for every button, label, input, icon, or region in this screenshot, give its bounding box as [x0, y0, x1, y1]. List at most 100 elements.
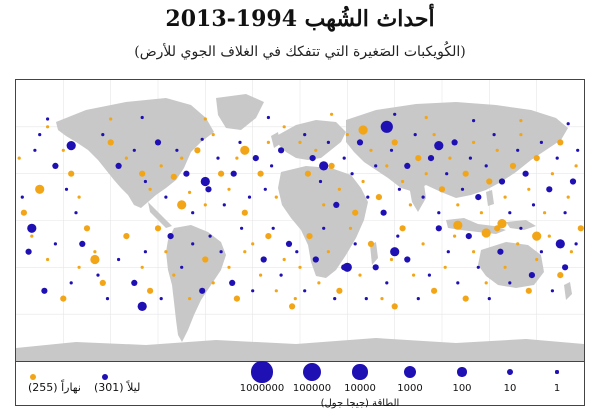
night-event-dot [404, 162, 411, 169]
night-event-dot [451, 139, 458, 146]
energy-scale-label: 1000000 [239, 383, 285, 394]
energy-axis-label: الطاقة (جيجا جول) [320, 398, 400, 409]
day-event-dot [147, 287, 154, 294]
night-event-dot [219, 250, 223, 254]
night-event-dot [374, 164, 378, 168]
night-event-dot [319, 161, 329, 171]
day-event-dot [282, 125, 286, 129]
night-event-dot [252, 155, 259, 162]
night-event-dot [69, 281, 73, 285]
day-event-dot [424, 115, 428, 120]
day-event-dot [322, 203, 326, 207]
night-event-dot [309, 155, 316, 162]
night-event-dot [191, 211, 195, 215]
day-event-dot [257, 170, 264, 177]
day-event-dot [566, 195, 570, 199]
day-event-dot [326, 250, 330, 254]
night-event-dot [396, 234, 400, 238]
night-event-dot [27, 223, 37, 233]
day-event-dot [172, 273, 176, 277]
day-event-dot [412, 273, 416, 277]
night-event-dot [137, 301, 147, 311]
day-event-dot [503, 265, 507, 269]
night-event-dot [271, 226, 275, 230]
night-event-dot [421, 195, 425, 199]
continent-south-america [166, 225, 226, 342]
day-event-dot [519, 133, 523, 137]
night-event-dot [574, 242, 578, 246]
day-event-dot [486, 178, 493, 185]
night-event-dot [266, 115, 270, 120]
energy-scale-dot [302, 362, 322, 382]
night-event-dot [555, 156, 559, 160]
day-event-dot [421, 242, 425, 246]
day-event-dot [533, 155, 540, 162]
night-event-dot [516, 148, 520, 152]
night-event-dot [295, 250, 299, 254]
day-event-dot [352, 209, 359, 216]
night-event-dot [484, 164, 488, 168]
night-event-dot [539, 140, 544, 144]
night-event-dot [528, 272, 536, 279]
day-event-dot [358, 273, 362, 277]
night-event-dot [437, 211, 441, 215]
night-event-dot [380, 120, 393, 133]
day-event-dot [109, 117, 113, 121]
continents [16, 94, 584, 361]
day-event-dot [519, 119, 523, 123]
day-event-dot [203, 117, 207, 121]
night-event-dot [132, 148, 136, 152]
day-event-dot [251, 242, 255, 246]
day-event-dot [527, 187, 531, 191]
night-event-dot [200, 176, 210, 187]
night-event-dot [263, 187, 267, 191]
continent-central-america [148, 202, 172, 228]
continent-uk [271, 132, 280, 148]
night-event-dot [475, 194, 482, 201]
energy-scale-label: 1 [553, 383, 561, 394]
night-event-dot [356, 139, 364, 146]
day-event-dot [148, 187, 152, 191]
night-event-dot [333, 201, 340, 208]
day-event-dot [107, 139, 114, 146]
night-event-dot [175, 148, 179, 152]
day-event-dot [140, 265, 144, 269]
day-event-dot [77, 265, 81, 269]
night-event-dot [247, 195, 252, 199]
night-event-dot [397, 187, 401, 191]
night-event-dot [445, 172, 449, 176]
day-event-dot [20, 209, 27, 216]
night-event-dot [562, 264, 569, 271]
night-event-dot [576, 148, 580, 152]
day-event-dot [154, 225, 162, 232]
day-event-dot [83, 225, 91, 232]
day-event-dot [448, 156, 452, 160]
day-event-dot [424, 172, 428, 176]
day-event-dot [180, 156, 184, 160]
day-event-dot [93, 250, 97, 254]
day-event-dot [484, 281, 488, 285]
day-event-dot [509, 162, 517, 169]
night-event-dot [497, 248, 504, 255]
legend-night-swatch [102, 374, 108, 380]
night-event-dot [74, 211, 78, 215]
night-event-dot [303, 289, 307, 293]
day-event-dot [274, 289, 278, 293]
night-event-dot [389, 148, 394, 152]
day-event-dot [547, 234, 551, 238]
day-event-dot [431, 287, 438, 294]
night-event-dot [33, 148, 37, 152]
day-event-dot [367, 240, 375, 247]
night-event-dot [205, 186, 212, 193]
legend-day-label: نهاراً (255) [28, 381, 81, 394]
night-event-dot [312, 256, 319, 263]
night-event-dot [199, 287, 206, 294]
day-event-dot [532, 231, 542, 241]
energy-scale-dot [403, 365, 417, 379]
night-event-dot [342, 262, 352, 272]
night-event-dot [522, 170, 529, 177]
night-event-dot [143, 179, 147, 184]
night-event-dot [183, 170, 190, 177]
day-event-dot [164, 250, 168, 254]
night-event-dot [191, 242, 195, 246]
